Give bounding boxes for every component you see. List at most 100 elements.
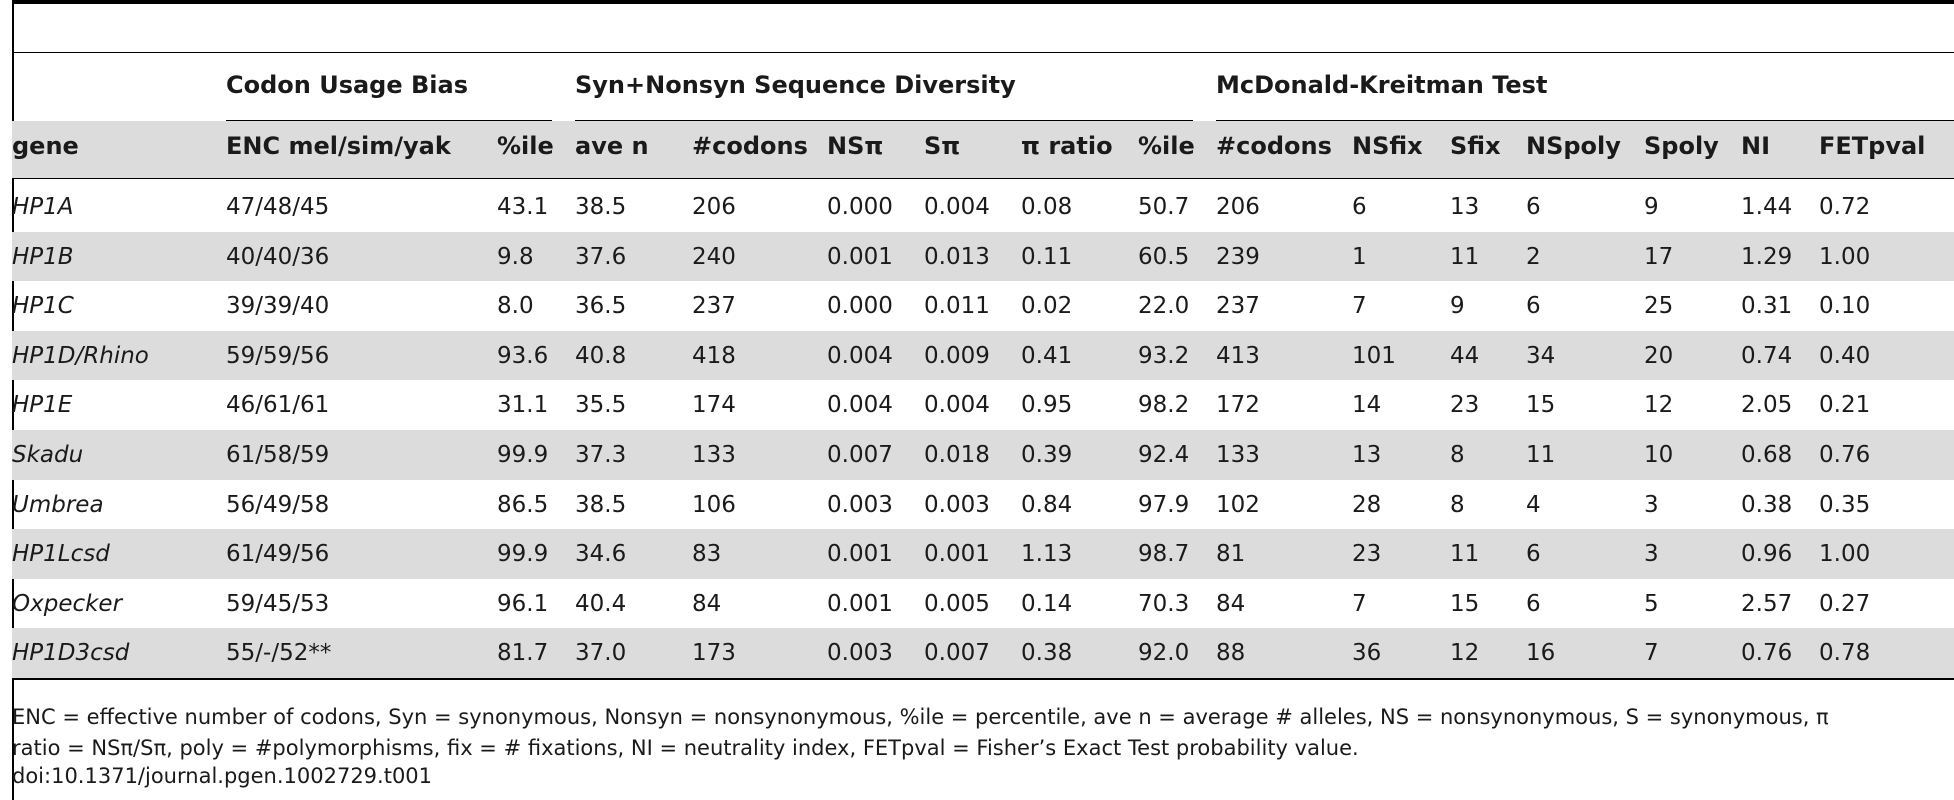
table-cell: 99.9 (497, 541, 549, 568)
group-rule-codon (226, 120, 552, 121)
column-header: %ile (1138, 132, 1195, 160)
table-cell: 99.9 (497, 442, 549, 468)
table-cell: 70.3 (1138, 590, 1190, 617)
table-cell: 0.96 (1741, 541, 1793, 568)
table-cell: 0.11 (1021, 243, 1073, 270)
table-cell: 0.007 (827, 442, 893, 468)
table-cell: 413 (1216, 342, 1260, 369)
table-cell: 92.4 (1138, 442, 1190, 468)
column-header: Sπ (924, 132, 961, 160)
column-header: gene (12, 132, 79, 160)
table-cell: 38.5 (575, 194, 627, 220)
table-cell: 0.005 (924, 590, 990, 617)
table-cell: 15 (1450, 590, 1480, 617)
table-cell: 1.29 (1741, 243, 1793, 270)
table-cell: 38.5 (575, 491, 627, 518)
table-cell: 0.004 (924, 392, 990, 419)
table-cell: 14 (1352, 392, 1382, 419)
table-cell: 0.78 (1819, 640, 1871, 667)
gene-name-cell: HP1E (12, 392, 73, 419)
table-cell: 59/59/56 (226, 342, 330, 369)
table-cell: 0.74 (1741, 342, 1793, 369)
table-cell: 28 (1352, 491, 1382, 518)
header-top-rule (12, 52, 1954, 53)
table-cell: 0.84 (1021, 491, 1073, 518)
table-cell: 13 (1450, 194, 1480, 220)
table-cell: 0.39 (1021, 442, 1073, 468)
table-cell: 0.001 (827, 590, 893, 617)
table-cell: 6 (1526, 293, 1541, 320)
table-cell: 0.31 (1741, 293, 1793, 320)
table-cell: 8 (1450, 491, 1465, 518)
table-cell: 206 (1216, 194, 1260, 220)
table-cell: 1.00 (1819, 541, 1871, 568)
table-cell: 11 (1526, 442, 1556, 468)
table-cell: 133 (692, 442, 736, 468)
row-band (12, 231, 1954, 282)
row-band (12, 628, 1954, 678)
table-cell: 0.40 (1819, 342, 1871, 369)
footnote-line-1: ENC = effective number of codons, Syn = … (12, 705, 1829, 729)
row-band (12, 430, 1954, 480)
table-top-border (12, 0, 1954, 4)
table-cell: 172 (1216, 392, 1260, 419)
table-cell: 43.1 (497, 194, 549, 220)
table-cell: 16 (1526, 640, 1556, 667)
table-cell: 44 (1450, 342, 1480, 369)
table-cell: 0.004 (827, 392, 893, 419)
group-rule-mk (1216, 120, 1954, 121)
table-cell: 9 (1450, 293, 1465, 320)
table-cell: 3 (1644, 491, 1659, 518)
table-cell: 7 (1352, 293, 1367, 320)
table-cell: 240 (692, 243, 736, 270)
table-cell: 101 (1352, 342, 1396, 369)
table-cell: 6 (1526, 590, 1541, 617)
gene-name-cell: HP1C (12, 293, 74, 320)
table-cell: 0.003 (924, 491, 990, 518)
table-bottom-rule (12, 678, 1954, 680)
table-cell: 46/61/61 (226, 392, 330, 419)
table-cell: 0.38 (1741, 491, 1793, 518)
column-header: #codons (1216, 132, 1332, 160)
table-cell: 34 (1526, 342, 1556, 369)
table-cell: 40.4 (575, 590, 627, 617)
table-cell: 106 (692, 491, 736, 518)
table-cell: 37.3 (575, 442, 627, 468)
table-cell: 13 (1352, 442, 1382, 468)
table-cell: 86.5 (497, 491, 549, 518)
table-cell: 418 (692, 342, 736, 369)
table-cell: 35.5 (575, 392, 627, 419)
table-cell: 12 (1450, 640, 1480, 667)
table-cell: 0.004 (924, 194, 990, 220)
row-band (12, 330, 1954, 381)
table-cell: 98.7 (1138, 541, 1190, 568)
table-cell: 84 (692, 590, 722, 617)
table-cell: 1.00 (1819, 243, 1871, 270)
table-cell: 0.000 (827, 293, 893, 320)
table-cell: 81 (1216, 541, 1246, 568)
table-cell: 0.007 (924, 640, 990, 667)
table-cell: 55/-/52** (226, 640, 332, 667)
column-header: Sfix (1450, 132, 1501, 160)
table-cell: 37.6 (575, 243, 627, 270)
table-cell: 6 (1526, 194, 1541, 220)
gene-name-cell: HP1B (12, 243, 74, 270)
table-cell: 239 (1216, 243, 1260, 270)
table-cell: 9 (1644, 194, 1659, 220)
column-header: ave n (575, 132, 649, 160)
group-codon-usage: Codon Usage Bias (226, 71, 468, 99)
table-cell: 1.44 (1741, 194, 1793, 220)
table-cell: 10 (1644, 442, 1674, 468)
column-header: NSπ (827, 132, 884, 160)
table-cell: 96.1 (497, 590, 549, 617)
table-cell: 23 (1450, 392, 1480, 419)
table-cell: 17 (1644, 243, 1674, 270)
table-left-border (12, 0, 14, 800)
table-cell: 20 (1644, 342, 1674, 369)
table-cell: 3 (1644, 541, 1659, 568)
table-cell: 174 (692, 392, 736, 419)
table-cell: 0.10 (1819, 293, 1871, 320)
table-cell: 22.0 (1138, 293, 1190, 320)
footnote-line-2: ratio = NSπ/Sπ, poly = #polymorphisms, f… (12, 736, 1359, 760)
gene-name-cell: HP1A (12, 194, 74, 220)
